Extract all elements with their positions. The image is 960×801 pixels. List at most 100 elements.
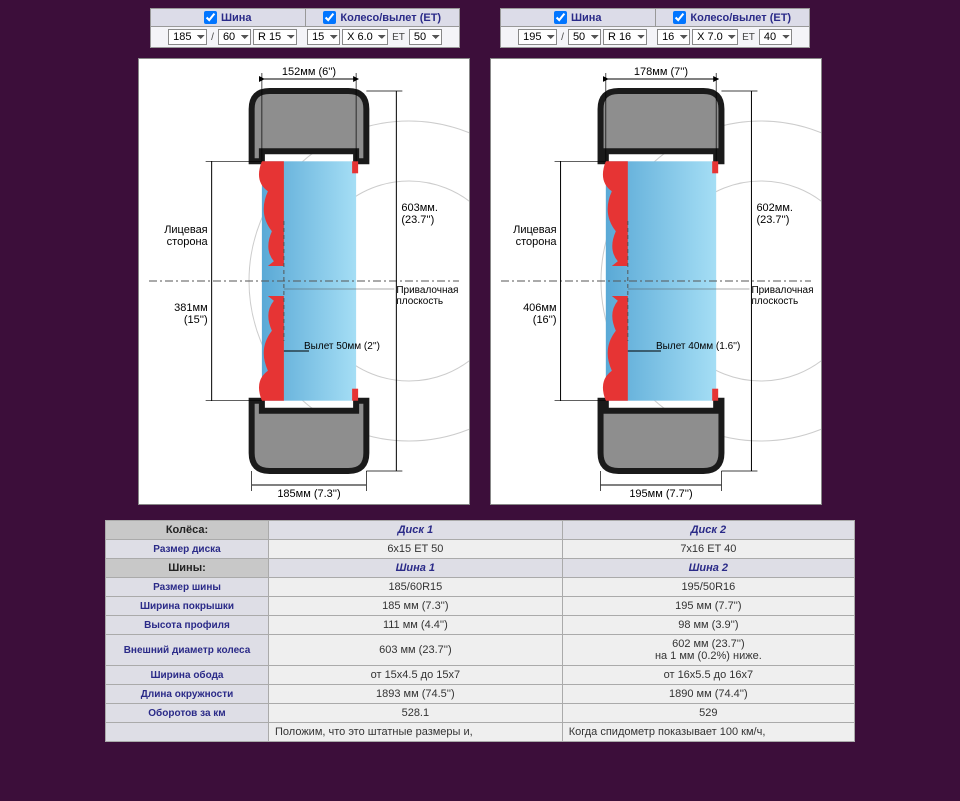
note-label: [106, 723, 269, 742]
tire2-header: Шина 2: [562, 559, 854, 578]
r-select-right[interactable]: R 16: [603, 29, 647, 45]
outer-diameter-1: 603 мм (23.7''): [269, 635, 563, 666]
wheel-checkbox-cell-r: Колесо/вылет (ET): [656, 9, 810, 26]
tire-size-1: 185/60R15: [269, 578, 563, 597]
width-select-right[interactable]: 195: [518, 29, 557, 45]
svg-text:406мм: 406мм: [523, 302, 556, 314]
wheel-checkbox-cell: Колесо/вылет (ET): [306, 9, 460, 26]
disk-size-1: 6x15 ET 50: [269, 540, 563, 559]
svg-text:(23.7''): (23.7''): [756, 214, 789, 226]
svg-text:195мм (7.7''): 195мм (7.7''): [629, 488, 692, 500]
note-2: Когда спидометр показывает 100 км/ч,: [562, 723, 854, 742]
table-row: Высота профиля 111 мм (4.4'') 98 мм (3.9…: [106, 616, 855, 635]
et-label-r: ET: [740, 32, 757, 43]
profile-height-1: 111 мм (4.4''): [269, 616, 563, 635]
svg-text:(16''): (16''): [533, 314, 557, 326]
svg-text:сторона: сторона: [167, 236, 209, 248]
table-row: Положим, что это штатные размеры и, Когд…: [106, 723, 855, 742]
circumference-1: 1893 мм (74.5''): [269, 685, 563, 704]
table-row: Ширина покрышки 185 мм (7.3'') 195 мм (7…: [106, 597, 855, 616]
x-select-right[interactable]: X 7.0: [692, 29, 738, 45]
wheels-header: Колёса:: [106, 521, 269, 540]
diagram-right: 178мм (7'') 195мм (7.7'') 602мм. (23.7''…: [490, 58, 822, 505]
svg-text:152мм (6''): 152мм (6''): [282, 66, 336, 78]
rim-select-left[interactable]: 15: [307, 29, 340, 45]
wheel-checkbox-right[interactable]: [673, 11, 686, 24]
r-select-left[interactable]: R 15: [253, 29, 297, 45]
profile-height-label: Высота профиля: [106, 616, 269, 635]
disk-size-label: Размер диска: [106, 540, 269, 559]
profile-select-right[interactable]: 50: [568, 29, 601, 45]
svg-text:плоскость: плоскость: [396, 296, 443, 307]
wheel-label: Колесо/вылет (ET): [340, 12, 441, 24]
tire-checkbox-left[interactable]: [204, 11, 217, 24]
svg-text:Привалочная: Привалочная: [396, 285, 458, 296]
tread-width-label: Ширина покрышки: [106, 597, 269, 616]
rim-width-label: Ширина обода: [106, 666, 269, 685]
rim-width-1: от 15x4.5 до 15x7: [269, 666, 563, 685]
circumference-2: 1890 мм (74.4''): [562, 685, 854, 704]
tire-checkbox-cell: Шина: [151, 9, 306, 26]
slash: /: [209, 32, 216, 43]
wheel-checkbox-left[interactable]: [323, 11, 336, 24]
svg-text:Привалочная: Привалочная: [751, 285, 813, 296]
rpk-1: 528.1: [269, 704, 563, 723]
svg-text:602мм.: 602мм.: [756, 202, 793, 214]
outer-diameter-2: 602 мм (23.7'')на 1 мм (0.2%) ниже.: [562, 635, 854, 666]
svg-text:178мм (7''): 178мм (7''): [634, 66, 688, 78]
rim-width-2: от 16x5.5 до 16x7: [562, 666, 854, 685]
controls-right: Шина Колесо/вылет (ET) 195 / 50 R 16 16 …: [500, 8, 810, 48]
disk2-header: Диск 2: [562, 521, 854, 540]
svg-text:сторона: сторона: [516, 236, 558, 248]
tire-checkbox-right[interactable]: [554, 11, 567, 24]
tread-width-2: 195 мм (7.7''): [562, 597, 854, 616]
et-label: ET: [390, 32, 407, 43]
tire-label: Шина: [221, 12, 252, 24]
diagram-left: 152мм (6'') 185мм (7.3'') 603мм. (23.7''…: [138, 58, 470, 505]
svg-text:185мм (7.3''): 185мм (7.3''): [277, 488, 340, 500]
slash-r: /: [559, 32, 566, 43]
et-select-left[interactable]: 50: [409, 29, 442, 45]
table-row: Оборотов за км 528.1 529: [106, 704, 855, 723]
svg-text:(15''): (15''): [184, 314, 208, 326]
table-row: Длина окружности 1893 мм (74.5'') 1890 м…: [106, 685, 855, 704]
tire-size-2: 195/50R16: [562, 578, 854, 597]
svg-text:Лицевая: Лицевая: [513, 224, 556, 236]
wheel-label-r: Колесо/вылет (ET): [690, 12, 791, 24]
controls-row: Шина Колесо/вылет (ET) 185 / 60 R 15 15 …: [150, 8, 810, 48]
tire-label-r: Шина: [571, 12, 602, 24]
tire1-header: Шина 1: [269, 559, 563, 578]
rpk-label: Оборотов за км: [106, 704, 269, 723]
rim-select-right[interactable]: 16: [657, 29, 690, 45]
disk1-header: Диск 1: [269, 521, 563, 540]
svg-text:плоскость: плоскость: [751, 296, 798, 307]
tires-header: Шины:: [106, 559, 269, 578]
disk-size-2: 7x16 ET 40: [562, 540, 854, 559]
svg-text:603мм.: 603мм.: [401, 202, 438, 214]
tire-checkbox-cell-r: Шина: [501, 9, 656, 26]
table-row: Колёса: Диск 1 Диск 2: [106, 521, 855, 540]
diagrams-row: 152мм (6'') 185мм (7.3'') 603мм. (23.7''…: [138, 58, 822, 505]
svg-text:Вылет 40мм (1.6''): Вылет 40мм (1.6''): [656, 341, 740, 352]
svg-text:Вылет 50мм (2''): Вылет 50мм (2''): [304, 341, 380, 352]
tire-size-label: Размер шины: [106, 578, 269, 597]
note-1: Положим, что это штатные размеры и,: [269, 723, 563, 742]
outer-diameter-label: Внешний диаметр колеса: [106, 635, 269, 666]
tread-width-1: 185 мм (7.3''): [269, 597, 563, 616]
profile-height-2: 98 мм (3.9''): [562, 616, 854, 635]
width-select-left[interactable]: 185: [168, 29, 207, 45]
table-row: Внешний диаметр колеса 603 мм (23.7'') 6…: [106, 635, 855, 666]
controls-left: Шина Колесо/вылет (ET) 185 / 60 R 15 15 …: [150, 8, 460, 48]
x-select-left[interactable]: X 6.0: [342, 29, 388, 45]
et-select-right[interactable]: 40: [759, 29, 792, 45]
rpk-2: 529: [562, 704, 854, 723]
svg-text:Лицевая: Лицевая: [164, 224, 207, 236]
svg-text:381мм: 381мм: [174, 302, 207, 314]
table-row: Размер диска 6x15 ET 50 7x16 ET 40: [106, 540, 855, 559]
table-row: Размер шины 185/60R15 195/50R16: [106, 578, 855, 597]
circumference-label: Длина окружности: [106, 685, 269, 704]
profile-select-left[interactable]: 60: [218, 29, 251, 45]
svg-text:(23.7''): (23.7''): [401, 214, 434, 226]
table-row: Ширина обода от 15x4.5 до 15x7 от 16x5.5…: [106, 666, 855, 685]
table-row: Шины: Шина 1 Шина 2: [106, 559, 855, 578]
